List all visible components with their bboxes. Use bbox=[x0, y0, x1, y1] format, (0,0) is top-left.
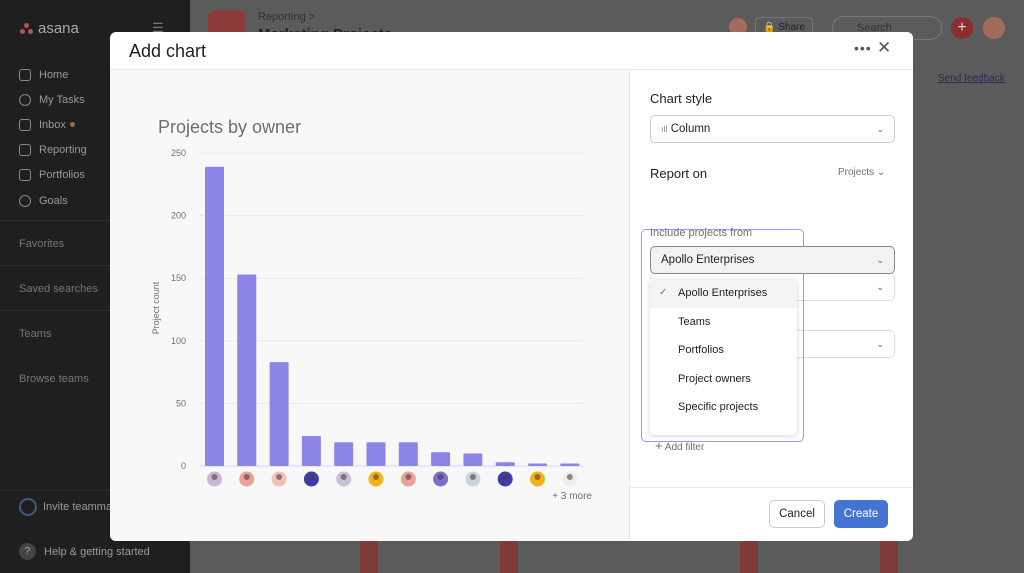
more-owners-label: + 3 more bbox=[552, 491, 592, 502]
home-icon bbox=[19, 68, 31, 81]
asana-logo[interactable]: asana bbox=[20, 20, 79, 37]
user-avatar[interactable] bbox=[983, 17, 1005, 39]
add-chart-dialog: Add chart ••• ✕ Projects by owner 0 50 100 1… bbox=[110, 32, 913, 541]
y-tick-label: 150 bbox=[171, 273, 186, 283]
owner-avatar-face bbox=[566, 474, 573, 480]
bar bbox=[205, 166, 224, 466]
unread-dot bbox=[69, 122, 75, 128]
footer-divider bbox=[630, 487, 913, 488]
asana-dots-icon bbox=[20, 22, 34, 35]
bar bbox=[398, 442, 418, 466]
highlight-box bbox=[641, 229, 804, 442]
invite-button[interactable]: Invite teammates bbox=[19, 498, 127, 516]
background-bar bbox=[360, 541, 378, 573]
add-filter-button[interactable]: + Add filter bbox=[655, 438, 705, 453]
plus-icon: + bbox=[655, 438, 663, 453]
owner-avatar-face bbox=[340, 474, 347, 480]
bar bbox=[528, 463, 547, 466]
favorites-section[interactable]: Favorites bbox=[19, 238, 65, 250]
owner-avatar-face bbox=[534, 474, 541, 480]
chart-svg: Projects by owner 0 50 100 150 200 250 Project … bbox=[151, 117, 592, 502]
nav-home[interactable]: Home bbox=[19, 62, 87, 87]
help-button[interactable]: ? Help & getting started bbox=[19, 543, 150, 560]
owner-avatar-face bbox=[243, 474, 250, 480]
y-tick-label: 0 bbox=[181, 461, 186, 471]
owner-avatar-face bbox=[405, 474, 412, 480]
bar bbox=[334, 442, 354, 466]
report-on-select[interactable]: Projects ⌄ bbox=[838, 167, 886, 178]
person-icon bbox=[19, 194, 31, 207]
nav-inbox[interactable]: Inbox bbox=[19, 112, 87, 137]
dropdown-option-portfolios[interactable]: Portfolios bbox=[678, 344, 724, 356]
check-circle-icon bbox=[19, 93, 31, 106]
y-tick-label: 250 bbox=[171, 148, 186, 158]
owner-avatar-face bbox=[211, 474, 218, 480]
dropdown-option-project-owners[interactable]: Project owners bbox=[678, 372, 751, 385]
y-tick-label: 50 bbox=[176, 398, 186, 408]
bar bbox=[269, 362, 289, 466]
teams-section[interactable]: Teams bbox=[19, 328, 52, 340]
bar bbox=[431, 452, 451, 466]
chevron-down-icon: ⌄ bbox=[876, 124, 884, 134]
dialog-title: Add chart bbox=[129, 41, 207, 61]
chart-settings: Chart style ıll Column ⌄ Report on Projec… bbox=[630, 70, 913, 541]
nav-reporting[interactable]: Reporting bbox=[19, 138, 87, 163]
background-bar bbox=[740, 541, 758, 573]
collapse-sidebar-icon[interactable]: ☰ bbox=[152, 20, 164, 35]
report-on-label: Report on bbox=[650, 166, 708, 181]
breadcrumb[interactable]: Reporting > bbox=[258, 11, 316, 23]
owner-avatar-face bbox=[373, 474, 379, 480]
bar bbox=[463, 453, 483, 466]
reporting-icon bbox=[19, 144, 31, 157]
column-chart-icon: ıll bbox=[661, 124, 668, 134]
add-button[interactable]: + bbox=[951, 17, 973, 39]
chevron-down-icon: ⌄ bbox=[876, 167, 886, 178]
portfolio-icon bbox=[19, 169, 31, 182]
background-bar bbox=[880, 541, 898, 573]
chevron-down-icon: ⌄ bbox=[876, 339, 884, 349]
owner-avatar-face bbox=[276, 474, 283, 480]
include-projects-select[interactable]: Apollo Enterprises ⌄ bbox=[650, 246, 895, 274]
check-icon: ✓ bbox=[659, 287, 668, 298]
create-button[interactable]: Create bbox=[834, 500, 888, 528]
y-tick-label: 100 bbox=[171, 336, 186, 346]
send-feedback-link[interactable]: Send feedback bbox=[938, 73, 1005, 84]
bell-icon bbox=[19, 118, 31, 131]
chart-style-label: Chart style bbox=[650, 91, 713, 106]
chart-style-select[interactable]: ıll Column ⌄ bbox=[650, 115, 895, 143]
invite-icon bbox=[19, 498, 37, 516]
saved-searches-section[interactable]: Saved searches bbox=[19, 283, 98, 295]
dropdown-option-teams[interactable]: Teams bbox=[678, 315, 711, 328]
bar bbox=[301, 435, 321, 466]
browse-teams-link[interactable]: Browse teams bbox=[19, 373, 89, 385]
more-options-icon[interactable]: ••• bbox=[854, 40, 872, 56]
nav-my-tasks[interactable]: My Tasks bbox=[19, 87, 87, 112]
nav-portfolios[interactable]: Portfolios bbox=[19, 163, 87, 188]
dropdown-option-apollo-enterprises[interactable]: ✓ Apollo Enterprises bbox=[650, 279, 797, 308]
bar bbox=[237, 274, 257, 466]
y-axis-label: Project count bbox=[151, 281, 161, 334]
owner-avatar-face bbox=[502, 474, 509, 480]
avatar[interactable] bbox=[729, 18, 747, 36]
help-icon: ? bbox=[19, 543, 36, 560]
bar bbox=[366, 442, 386, 466]
chart-title: Projects by owner bbox=[158, 117, 301, 137]
y-tick-label: 200 bbox=[171, 211, 186, 221]
cancel-button[interactable]: Cancel bbox=[769, 500, 825, 528]
chevron-down-icon: ⌄ bbox=[876, 255, 884, 265]
owner-avatar-face bbox=[308, 474, 315, 480]
chart-preview: Projects by owner 0 50 100 150 200 250 Project … bbox=[110, 70, 630, 541]
owner-avatar-face bbox=[437, 474, 444, 480]
owner-avatar-face bbox=[469, 474, 476, 480]
background-bar bbox=[500, 541, 518, 573]
dropdown-option-specific-projects[interactable]: Specific projects bbox=[678, 401, 759, 413]
include-projects-dropdown: ✓ Apollo Enterprises Teams Portfolios Pro… bbox=[650, 279, 797, 435]
chevron-down-icon: ⌄ bbox=[876, 282, 884, 292]
close-icon[interactable]: ✕ bbox=[877, 38, 892, 57]
bar bbox=[560, 463, 580, 466]
bar bbox=[495, 462, 515, 466]
include-projects-label: Include projects from bbox=[650, 227, 753, 239]
nav-goals[interactable]: Goals bbox=[19, 188, 87, 213]
